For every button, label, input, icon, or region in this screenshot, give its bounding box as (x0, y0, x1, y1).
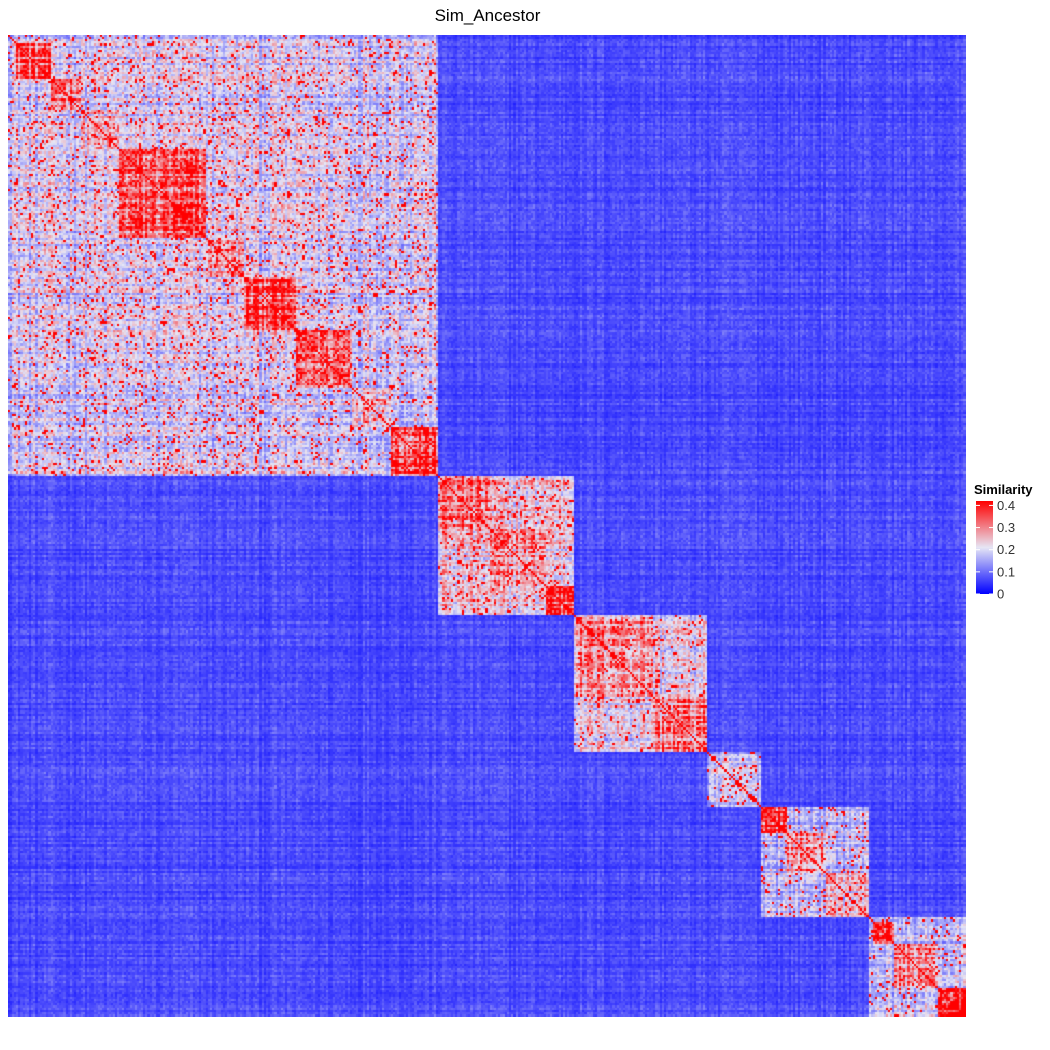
legend-gradient-bar (976, 501, 993, 594)
legend-tick-label: 0.1 (997, 564, 1015, 579)
legend-title: Similarity (974, 482, 1033, 497)
heatmap-matrix (8, 35, 966, 1017)
legend-colorbar: 0 0.1 0.2 0.3 0.4 (976, 498, 1015, 602)
chart-title: Sim_Ancestor (434, 6, 541, 25)
legend-tick-label: 0.2 (997, 542, 1015, 557)
legend-tick-label: 0.3 (997, 520, 1015, 535)
legend-tick-label: 0 (997, 587, 1004, 602)
legend-tick-label: 0.4 (997, 498, 1015, 513)
legend: Similarity 0 0.1 0.2 0.3 0.4 (974, 482, 1050, 602)
